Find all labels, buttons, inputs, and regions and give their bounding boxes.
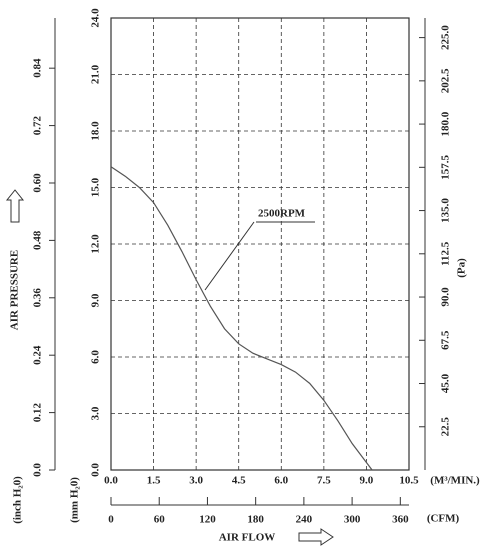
y3-tick-label: 0.0 <box>32 463 44 477</box>
pa-unit: (Pa) <box>456 258 468 278</box>
x-tick-label: 9.0 <box>360 475 374 487</box>
up-arrow <box>5 189 25 223</box>
mm-unit: (mm H₂0) <box>69 477 81 523</box>
x2-tick-label: 240 <box>296 514 313 526</box>
x-tick-label: 3.0 <box>189 475 203 487</box>
x2-tick-label: 360 <box>392 514 409 526</box>
y2-tick-label: 90.0 <box>440 287 452 307</box>
y-tick-label: 9.0 <box>90 293 102 307</box>
cfm-unit: (CFM) <box>427 513 460 525</box>
y-tick-label: 15.0 <box>90 177 102 197</box>
x2-tick-label: 300 <box>344 514 361 526</box>
x-tick-label: 0.0 <box>104 475 118 487</box>
y2-tick-label: 225.0 <box>440 25 452 50</box>
y3-tick-label: 0.24 <box>32 345 44 365</box>
y-tick-label: 21.0 <box>90 64 102 84</box>
curve <box>110 166 373 471</box>
x2-tick-label: 0 <box>108 514 114 526</box>
y3-tick-label: 0.36 <box>32 288 44 308</box>
y3-tick-label: 0.72 <box>32 115 44 135</box>
y2-tick-label: 67.5 <box>440 330 452 350</box>
y-tick-label: 24.0 <box>90 8 102 28</box>
right-arrow <box>298 528 334 546</box>
y-tick-label: 12.0 <box>90 234 102 254</box>
y-tick-label: 18.0 <box>90 121 102 141</box>
y2-tick-label: 22.5 <box>440 417 452 437</box>
y2-tick-label: 180.0 <box>440 111 452 136</box>
x-tick-label: 1.5 <box>147 475 161 487</box>
y2-tick-label: 157.5 <box>440 154 452 179</box>
y3-tick-label: 0.12 <box>32 402 44 422</box>
y2-tick-label: 135.0 <box>440 198 452 223</box>
x2-tick-label: 120 <box>199 514 216 526</box>
x2-tick-label: 180 <box>247 514 264 526</box>
curve-annotation: 2500RPM <box>258 208 306 220</box>
y2-tick-label: 112.5 <box>440 241 452 266</box>
m3-unit: (M³/MIN.) <box>430 475 480 487</box>
y3-tick-label: 0.48 <box>32 230 44 250</box>
y2-tick-label: 45.0 <box>440 373 452 393</box>
x-tick-label: 7.5 <box>317 475 331 487</box>
y3-tick-label: 0.84 <box>32 58 44 78</box>
y3-tick-label: 0.60 <box>32 173 44 193</box>
x-tick-label: 10.5 <box>399 475 419 487</box>
inch-unit: (inch H₂0) <box>12 476 24 524</box>
x2-tick-label: 60 <box>154 514 166 526</box>
x-tick-label: 4.5 <box>232 475 246 487</box>
y-tick-label: 3.0 <box>90 406 102 420</box>
y-axis-title: AIR PRESSURE <box>9 250 21 330</box>
annotation-leader <box>204 221 255 291</box>
y-tick-label: 0.0 <box>90 463 102 477</box>
y-tick-label: 6.0 <box>90 350 102 364</box>
x-tick-label: 6.0 <box>274 475 288 487</box>
y2-tick-label: 202.5 <box>440 68 452 93</box>
x-axis-title: AIR FLOW <box>219 532 276 544</box>
